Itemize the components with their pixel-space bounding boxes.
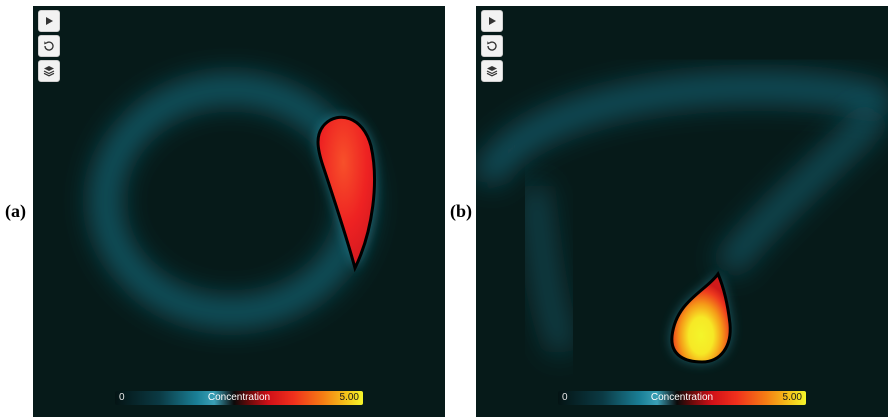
ring-plume-a (92, 76, 370, 326)
layers-icon (43, 66, 55, 77)
colorbar-min-b: 0 (562, 392, 568, 403)
concentration-field-a (92, 76, 376, 326)
toolbar-b (481, 10, 503, 82)
colorbar-a: 0 Concentration 5.00 (115, 391, 363, 405)
colorbar-min-a: 0 (119, 392, 125, 403)
colorbar-max-a: 5.00 (339, 392, 359, 403)
colorbar-b: 0 Concentration 5.00 (558, 391, 806, 405)
left-plume-b (522, 184, 576, 356)
panel-label-a: (a) (5, 201, 26, 221)
layers-icon (486, 66, 498, 77)
hot-spot-b (670, 270, 732, 364)
right-plume-b (715, 106, 886, 276)
layers-button[interactable] (38, 60, 60, 82)
colorbar-title-b: Concentration (650, 392, 714, 403)
play-button[interactable] (38, 10, 60, 32)
reset-icon (487, 41, 497, 51)
concentration-field-b (476, 73, 888, 364)
hot-spot-a (316, 115, 376, 273)
simulation-panel-a[interactable]: 0 Concentration 5.00 (33, 6, 445, 417)
colorbar-max-b: 5.00 (782, 392, 802, 403)
reset-icon (44, 41, 54, 51)
toolbar-a (38, 10, 60, 82)
panel-label-b: (b) (450, 201, 472, 221)
reset-button[interactable] (38, 35, 60, 57)
play-icon (489, 17, 496, 25)
colorbar-title-a: Concentration (207, 392, 271, 403)
simulation-panel-b[interactable]: 0 Concentration 5.00 (476, 6, 888, 417)
arc-plume-b (476, 73, 888, 187)
play-icon (46, 17, 53, 25)
play-button[interactable] (481, 10, 503, 32)
layers-button[interactable] (481, 60, 503, 82)
reset-button[interactable] (481, 35, 503, 57)
